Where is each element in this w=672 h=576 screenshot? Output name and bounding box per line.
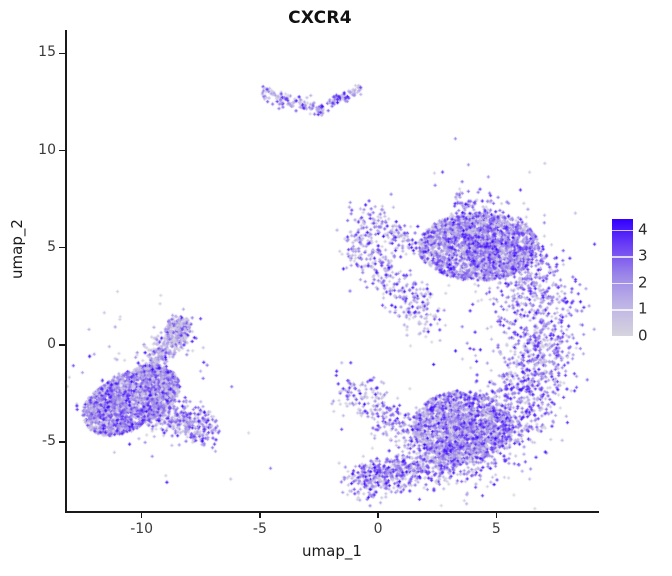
scatter-plot-canvas — [66, 30, 598, 512]
legend-tick-label: 2 — [638, 273, 648, 292]
x-tick-mark — [259, 512, 261, 518]
plot-panel — [66, 30, 598, 512]
colorbar-tick — [612, 309, 633, 311]
y-tick-mark — [59, 246, 65, 249]
y-tick-mark — [59, 441, 65, 443]
y-tick-label: 15 — [38, 44, 56, 61]
legend-colorbar: 0 1 2 3 4 — [612, 219, 670, 343]
colorbar-tick — [612, 256, 633, 258]
x-tick-label: 5 — [491, 521, 501, 537]
y-axis-title: umap_2 — [8, 219, 26, 279]
y-tick-mark — [59, 52, 65, 55]
x-tick-label: -10 — [130, 521, 154, 537]
x-tick-mark — [377, 512, 379, 518]
y-tick-label: -5 — [42, 433, 56, 450]
x-tick-mark — [140, 512, 143, 518]
x-axis-line — [65, 511, 599, 513]
y-tick-label: 5 — [47, 238, 56, 255]
legend-tick-label: 3 — [638, 246, 648, 265]
page-title: CXCR4 — [288, 8, 352, 28]
colorbar-tick — [612, 282, 633, 285]
colorbar-gradient — [612, 219, 633, 338]
x-tick-label: -5 — [252, 521, 267, 537]
colorbar-tick — [612, 336, 633, 338]
y-axis-line — [65, 30, 67, 513]
colorbar-tick — [612, 229, 633, 232]
x-axis-title: umap_1 — [302, 542, 362, 560]
y-tick-label: 10 — [38, 141, 56, 158]
legend-tick-label: 0 — [638, 326, 648, 345]
legend-tick-label: 4 — [638, 220, 648, 239]
y-tick-mark — [59, 149, 65, 152]
x-tick-mark — [495, 512, 498, 518]
y-tick-label: 0 — [47, 335, 56, 352]
y-tick-mark — [59, 344, 65, 346]
legend-tick-label: 1 — [638, 299, 648, 318]
x-tick-label: 0 — [373, 521, 383, 537]
